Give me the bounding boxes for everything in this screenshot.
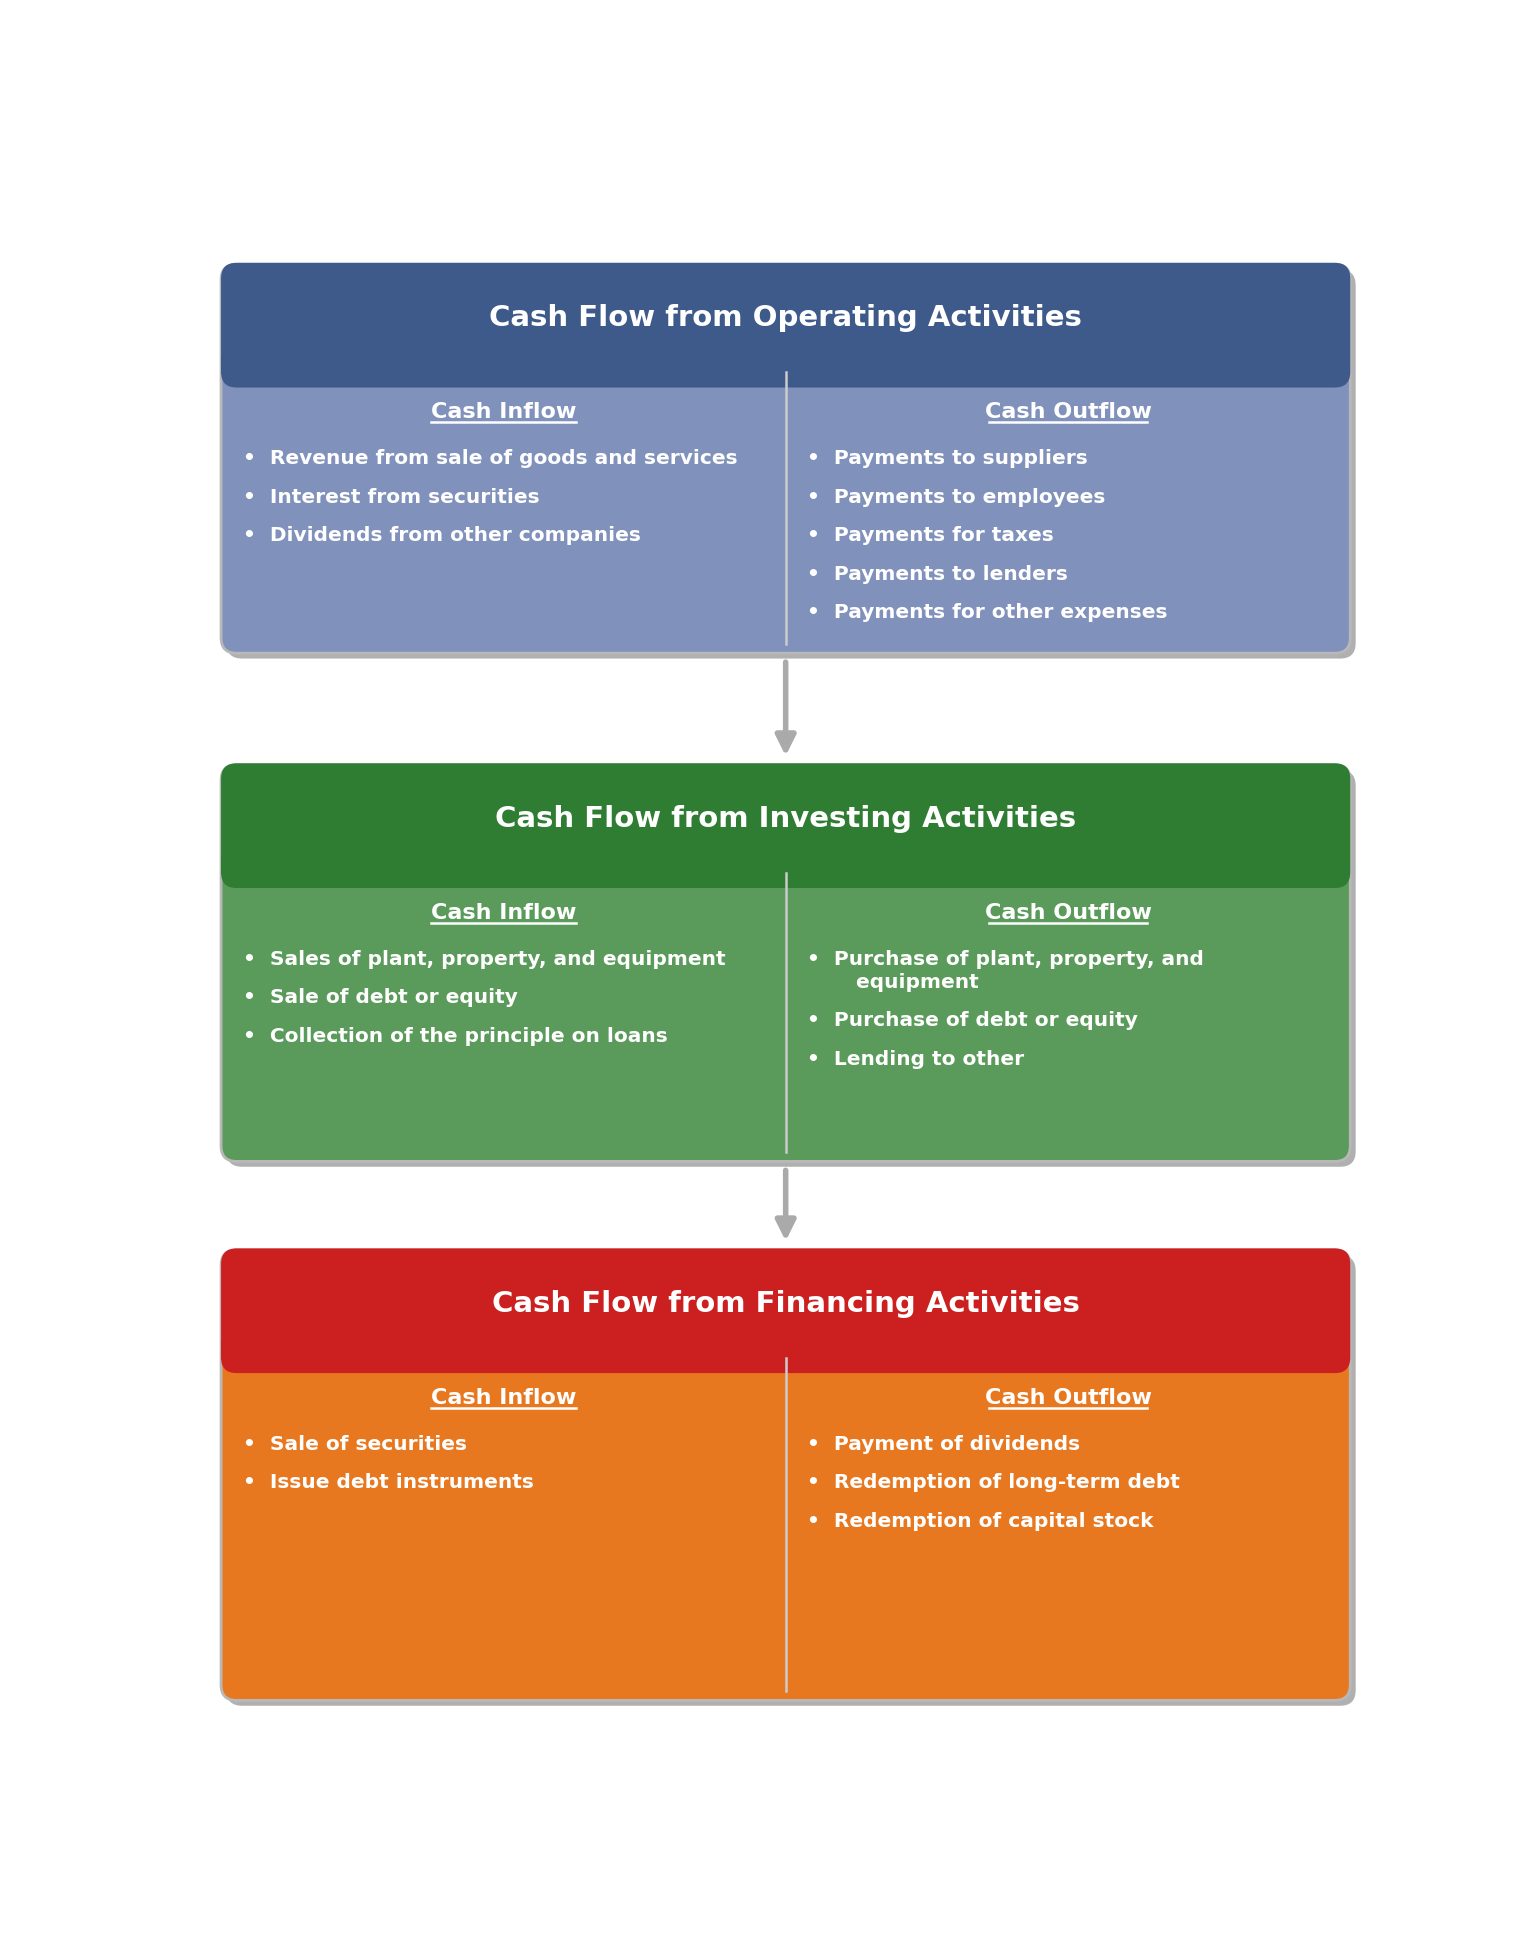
Text: Cash Flow from Financing Activities: Cash Flow from Financing Activities [492, 1290, 1079, 1317]
Text: •  Payments for other expenses: • Payments for other expenses [808, 603, 1168, 623]
Text: •  Purchase of debt or equity: • Purchase of debt or equity [808, 1012, 1137, 1029]
Text: •  Purchase of plant, property, and: • Purchase of plant, property, and [808, 950, 1205, 969]
Text: •  Sale of securities: • Sale of securities [242, 1434, 466, 1454]
Bar [221, 1341, 1351, 1358]
Text: •  Payments to employees: • Payments to employees [808, 488, 1105, 506]
Text: •  Dividends from other companies: • Dividends from other companies [242, 525, 641, 545]
Text: •  Payments for taxes: • Payments for taxes [808, 525, 1055, 545]
FancyBboxPatch shape [227, 1255, 1355, 1707]
Text: •  Sales of plant, property, and equipment: • Sales of plant, property, and equipmen… [242, 950, 725, 969]
Text: Cash Flow from Operating Activities: Cash Flow from Operating Activities [489, 304, 1082, 333]
Text: Cash Flow from Investing Activities: Cash Flow from Investing Activities [495, 806, 1076, 833]
Text: •  Redemption of long-term debt: • Redemption of long-term debt [808, 1473, 1180, 1493]
Text: •  Revenue from sale of goods and services: • Revenue from sale of goods and service… [242, 450, 737, 469]
FancyBboxPatch shape [221, 1249, 1351, 1701]
FancyBboxPatch shape [221, 765, 1351, 1162]
FancyBboxPatch shape [227, 771, 1355, 1168]
Text: •  Payments to suppliers: • Payments to suppliers [808, 450, 1088, 469]
Text: •  Sale of debt or equity: • Sale of debt or equity [242, 989, 518, 1008]
Text: Cash Inflow: Cash Inflow [431, 1387, 576, 1407]
FancyBboxPatch shape [221, 1249, 1351, 1374]
Text: •  Payment of dividends: • Payment of dividends [808, 1434, 1081, 1454]
Bar [221, 356, 1351, 374]
Text: •  Lending to other: • Lending to other [808, 1049, 1024, 1068]
Text: •  Issue debt instruments: • Issue debt instruments [242, 1473, 533, 1493]
FancyBboxPatch shape [221, 265, 1351, 654]
FancyBboxPatch shape [221, 263, 1351, 387]
Text: Cash Outflow: Cash Outflow [984, 1387, 1151, 1407]
FancyBboxPatch shape [227, 270, 1355, 658]
Text: equipment: equipment [808, 973, 980, 992]
Text: •  Redemption of capital stock: • Redemption of capital stock [808, 1512, 1154, 1532]
Text: Cash Outflow: Cash Outflow [984, 403, 1151, 422]
Bar [221, 856, 1351, 874]
Text: Cash Inflow: Cash Inflow [431, 403, 576, 422]
Text: •  Collection of the principle on loans: • Collection of the principle on loans [242, 1027, 667, 1045]
Text: •  Interest from securities: • Interest from securities [242, 488, 540, 506]
Text: Cash Inflow: Cash Inflow [431, 903, 576, 922]
Text: Cash Outflow: Cash Outflow [984, 903, 1151, 922]
Text: •  Payments to lenders: • Payments to lenders [808, 564, 1069, 584]
FancyBboxPatch shape [221, 763, 1351, 887]
